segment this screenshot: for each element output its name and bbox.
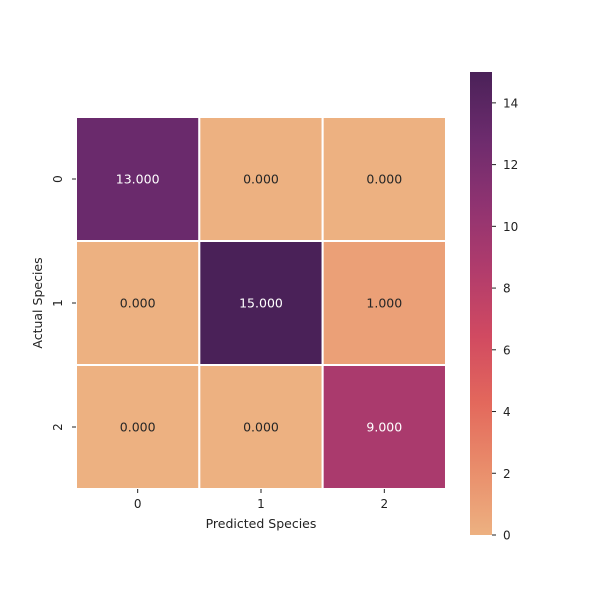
colorbar-tick-label: 10 <box>503 220 518 234</box>
heatmap-cell <box>198 364 324 490</box>
colorbar-tick-label: 8 <box>503 282 511 296</box>
cell-value-label: 0.000 <box>120 296 156 311</box>
colorbar-tick-label: 4 <box>503 405 511 419</box>
y-tick-label: 0 <box>51 175 65 183</box>
colorbar-ticks: 0 2 4 6 8 10 12 14 <box>492 96 518 543</box>
cell-value-label: 15.000 <box>239 296 283 311</box>
y-axis-ticks: 0 1 2 <box>51 175 76 431</box>
heatmap-cells <box>75 116 447 490</box>
colorbar-tick-label: 6 <box>503 343 511 357</box>
x-axis-label: Predicted Species <box>206 516 317 531</box>
cell-value-label: 9.000 <box>366 420 402 435</box>
colorbar-tick-label: 14 <box>503 96 518 110</box>
x-axis-ticks: 0 1 2 <box>134 489 388 511</box>
heatmap-cell <box>75 116 201 242</box>
colorbar-tick-label: 12 <box>503 158 518 172</box>
cell-value-label: 1.000 <box>366 296 402 311</box>
y-axis-label: Actual Species <box>30 257 45 348</box>
cell-value-label: 0.000 <box>120 420 156 435</box>
cell-value-label: 13.000 <box>116 172 160 187</box>
cell-value-label: 0.000 <box>366 172 402 187</box>
y-tick-label: 2 <box>51 423 65 431</box>
heatmap-cell <box>198 116 324 242</box>
cell-value-label: 0.000 <box>243 420 279 435</box>
heatmap-cell-labels: 13.000 0.000 0.000 0.000 15.000 1.000 0.000 0.0… <box>116 172 402 435</box>
cell-value-label: 0.000 <box>243 172 279 187</box>
colorbar-tick-label: 2 <box>503 467 511 481</box>
colorbar <box>470 72 492 535</box>
heatmap-cell <box>321 116 447 242</box>
heatmap-cell <box>321 240 447 366</box>
y-tick-label: 1 <box>51 299 65 307</box>
x-tick-label: 1 <box>257 497 265 511</box>
x-tick-label: 0 <box>134 497 142 511</box>
x-tick-label: 2 <box>381 497 389 511</box>
colorbar-tick-label: 0 <box>503 529 511 543</box>
